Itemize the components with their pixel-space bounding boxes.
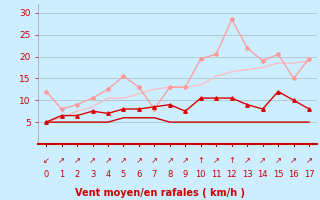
Text: ↗: ↗ — [259, 156, 266, 165]
Text: 10: 10 — [196, 170, 206, 179]
Text: 3: 3 — [90, 170, 95, 179]
Text: 4: 4 — [105, 170, 111, 179]
Text: ↗: ↗ — [89, 156, 96, 165]
Text: ↗: ↗ — [166, 156, 173, 165]
Text: 14: 14 — [257, 170, 268, 179]
Text: 5: 5 — [121, 170, 126, 179]
Text: ↗: ↗ — [182, 156, 189, 165]
Text: Vent moyen/en rafales ( km/h ): Vent moyen/en rafales ( km/h ) — [75, 188, 245, 198]
Text: ↑: ↑ — [197, 156, 204, 165]
Text: 16: 16 — [288, 170, 299, 179]
Text: 1: 1 — [59, 170, 64, 179]
Text: 6: 6 — [136, 170, 142, 179]
Text: 9: 9 — [183, 170, 188, 179]
Text: ↗: ↗ — [290, 156, 297, 165]
Text: 8: 8 — [167, 170, 172, 179]
Text: 2: 2 — [75, 170, 80, 179]
Text: 17: 17 — [304, 170, 314, 179]
Text: 11: 11 — [211, 170, 221, 179]
Text: ↗: ↗ — [244, 156, 251, 165]
Text: ↗: ↗ — [213, 156, 220, 165]
Text: 12: 12 — [227, 170, 237, 179]
Text: ↗: ↗ — [58, 156, 65, 165]
Text: ↙: ↙ — [43, 156, 50, 165]
Text: 0: 0 — [44, 170, 49, 179]
Text: ↗: ↗ — [120, 156, 127, 165]
Text: 7: 7 — [152, 170, 157, 179]
Text: ↗: ↗ — [275, 156, 282, 165]
Text: 15: 15 — [273, 170, 284, 179]
Text: ↑: ↑ — [228, 156, 235, 165]
Text: ↗: ↗ — [151, 156, 158, 165]
Text: ↗: ↗ — [74, 156, 81, 165]
Text: ↗: ↗ — [135, 156, 142, 165]
Text: 13: 13 — [242, 170, 252, 179]
Text: ↗: ↗ — [105, 156, 111, 165]
Text: ↗: ↗ — [306, 156, 313, 165]
